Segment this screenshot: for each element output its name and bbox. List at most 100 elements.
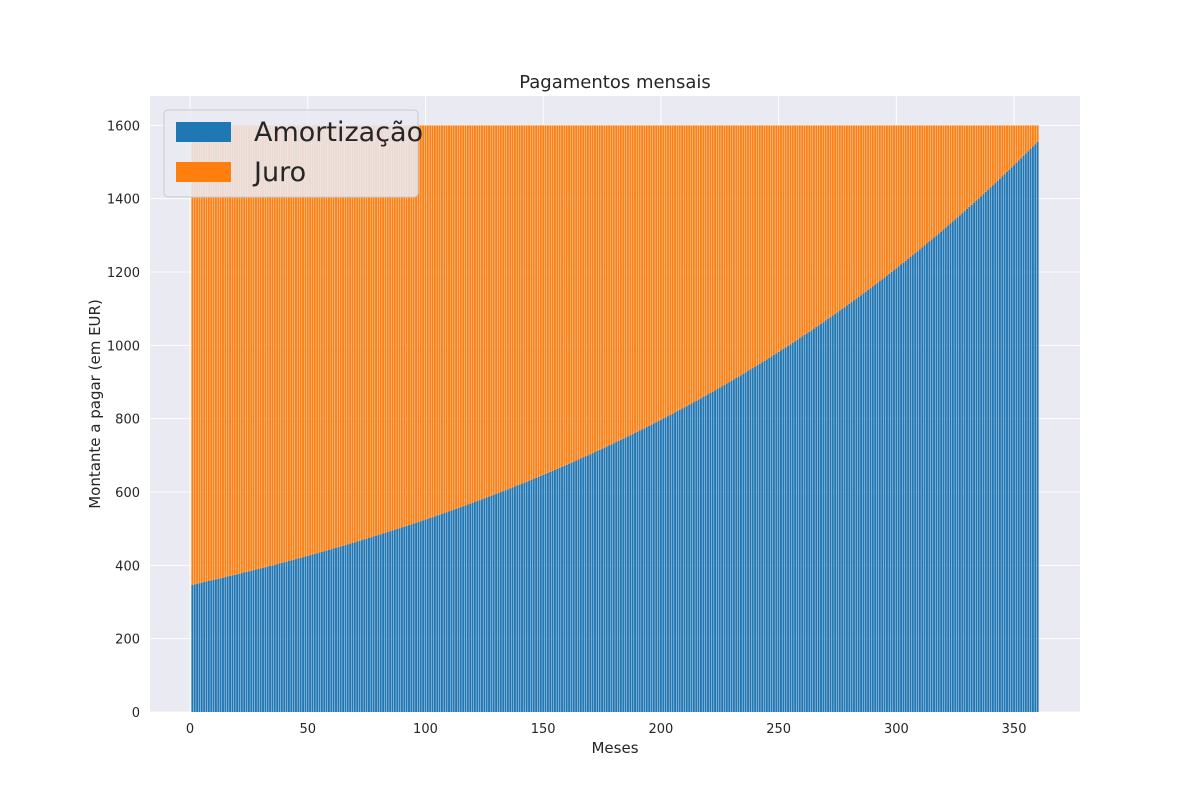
bar-juro	[240, 125, 243, 574]
bar-juro	[735, 125, 738, 378]
bar-amortizacao	[1034, 144, 1037, 713]
bar-juro	[327, 125, 330, 550]
bar-juro	[918, 125, 921, 250]
bar-amortizacao	[999, 178, 1001, 712]
y-tick-label: 800	[115, 413, 140, 428]
bar-amortizacao	[410, 524, 413, 712]
bar-amortizacao	[570, 462, 573, 712]
bar-juro	[1027, 125, 1030, 152]
bar-juro	[539, 125, 542, 476]
bar-amortizacao	[667, 416, 669, 712]
bar-juro	[287, 125, 290, 561]
bar-juro	[537, 125, 540, 477]
bar-juro	[902, 125, 905, 263]
bar-amortizacao	[594, 452, 596, 712]
bar-amortizacao	[977, 198, 980, 713]
bar-juro	[302, 125, 304, 558]
bar-juro	[608, 125, 611, 446]
bar-amortizacao	[556, 468, 559, 712]
bar-juro	[389, 125, 392, 532]
bar-juro	[942, 125, 945, 230]
bar-amortizacao	[396, 528, 399, 712]
bar-juro	[535, 125, 538, 478]
bar-juro	[415, 125, 417, 523]
bar-juro	[876, 125, 879, 283]
bar-amortizacao	[617, 440, 620, 712]
bar-juro	[624, 125, 627, 438]
bar-juro	[619, 125, 622, 440]
bar-juro	[448, 125, 450, 512]
y-tick-label: 0	[132, 706, 140, 721]
bar-amortizacao	[834, 313, 837, 712]
bar-amortizacao	[876, 282, 879, 712]
bar-amortizacao	[909, 256, 912, 712]
bar-juro	[335, 125, 337, 548]
bar-juro	[556, 125, 559, 469]
bar-amortizacao	[954, 219, 957, 712]
bar-amortizacao	[1017, 160, 1020, 712]
bar-amortizacao	[198, 583, 201, 712]
bar-juro	[787, 125, 789, 346]
bar-juro	[379, 125, 382, 535]
bar-amortizacao	[309, 555, 312, 712]
bar-juro	[958, 125, 961, 216]
bar-juro	[718, 125, 721, 388]
bar-amortizacao	[240, 573, 243, 712]
bar-juro	[742, 125, 745, 374]
bar-juro	[582, 125, 585, 458]
bar-amortizacao	[820, 323, 822, 712]
bar-amortizacao	[699, 398, 702, 712]
bar-juro	[299, 125, 302, 558]
bar-juro	[210, 125, 213, 581]
bar-amortizacao	[928, 241, 931, 712]
bar-juro	[563, 125, 566, 466]
bar-amortizacao	[716, 388, 719, 712]
bar-amortizacao	[893, 270, 895, 712]
bar-juro	[391, 125, 394, 531]
bar-amortizacao	[466, 504, 469, 712]
bar-juro	[928, 125, 931, 242]
bar-juro	[506, 125, 509, 490]
bar-amortizacao	[231, 575, 234, 712]
bar-juro	[627, 125, 629, 437]
bar-juro	[707, 125, 709, 395]
bar-amortizacao	[735, 377, 738, 712]
bar-juro	[476, 125, 479, 502]
bar-amortizacao	[457, 507, 460, 712]
bar-juro	[923, 125, 926, 246]
bar-juro	[466, 125, 469, 505]
y-tick-labels: 0 200 400 600 800 1000 1200 1400 1600	[107, 119, 140, 721]
bar-amortizacao	[855, 298, 858, 712]
bar-juro	[259, 125, 262, 569]
bar-juro	[697, 125, 700, 400]
bar-amortizacao	[742, 373, 745, 712]
bar-juro	[488, 125, 490, 497]
bar-juro	[473, 125, 476, 502]
bar-amortizacao	[391, 530, 394, 712]
bar-juro	[342, 125, 345, 546]
bar-juro	[207, 125, 210, 581]
bar-juro	[888, 125, 891, 274]
bar-juro	[492, 125, 495, 495]
bar-juro	[836, 125, 839, 313]
bar-juro	[810, 125, 813, 331]
bar-amortizacao	[443, 513, 446, 712]
bar-amortizacao	[525, 481, 528, 712]
bar-amortizacao	[763, 360, 766, 712]
bar-amortizacao	[747, 370, 749, 712]
bar-juro	[638, 125, 641, 431]
bar-amortizacao	[930, 239, 933, 713]
bar-amortizacao	[601, 448, 603, 712]
bar-amortizacao	[335, 547, 337, 712]
bar-amortizacao	[360, 540, 363, 712]
bar-juro	[980, 125, 983, 197]
bar-amortizacao	[885, 275, 888, 712]
bar-juro	[860, 125, 862, 296]
bar-juro	[853, 125, 855, 301]
bar-juro	[1024, 125, 1027, 154]
bar-amortizacao	[264, 567, 267, 712]
bar-amortizacao	[222, 577, 224, 712]
bar-juro	[829, 125, 832, 318]
bar-juro	[243, 125, 246, 573]
bar-amortizacao	[217, 578, 220, 712]
